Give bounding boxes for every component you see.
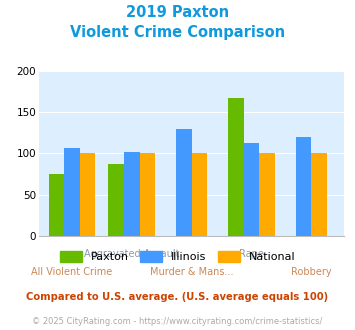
- Bar: [296, 137, 311, 236]
- Bar: [64, 148, 80, 236]
- Text: Violent Crime Comparison: Violent Crime Comparison: [70, 25, 285, 40]
- Bar: [192, 153, 207, 236]
- Text: Compared to U.S. average. (U.S. average equals 100): Compared to U.S. average. (U.S. average …: [26, 292, 329, 302]
- Text: 2019 Paxton: 2019 Paxton: [126, 5, 229, 20]
- Bar: [311, 153, 327, 236]
- Bar: [80, 153, 95, 236]
- Bar: [228, 98, 244, 236]
- Bar: [49, 174, 64, 236]
- Text: Robbery: Robbery: [291, 267, 332, 277]
- Bar: [260, 153, 275, 236]
- Text: Aggravated Assault: Aggravated Assault: [84, 249, 180, 259]
- Bar: [176, 129, 192, 236]
- Bar: [124, 152, 140, 236]
- Text: Murder & Mans...: Murder & Mans...: [150, 267, 234, 277]
- Text: Rape: Rape: [239, 249, 264, 259]
- Bar: [109, 164, 124, 236]
- Text: All Violent Crime: All Violent Crime: [31, 267, 113, 277]
- Bar: [140, 153, 155, 236]
- Bar: [244, 143, 260, 236]
- Text: © 2025 CityRating.com - https://www.cityrating.com/crime-statistics/: © 2025 CityRating.com - https://www.city…: [32, 317, 323, 326]
- Legend: Paxton, Illinois, National: Paxton, Illinois, National: [55, 247, 300, 267]
